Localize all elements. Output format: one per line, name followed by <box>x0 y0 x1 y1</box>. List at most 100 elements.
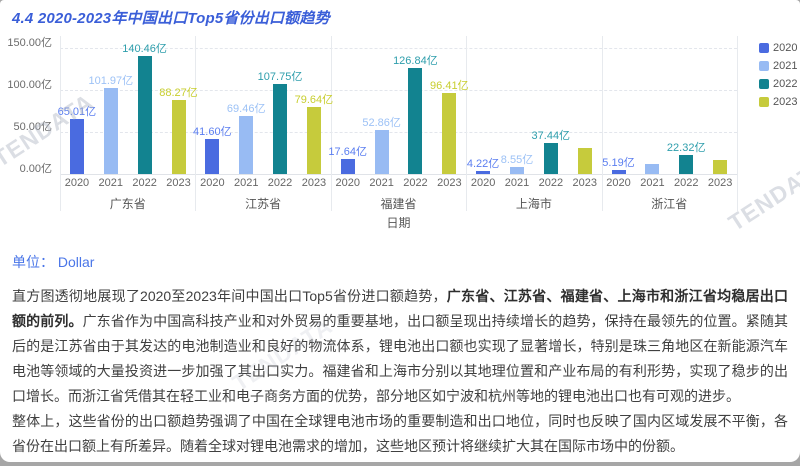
bar-value-label: 96.41亿 <box>430 80 469 92</box>
bar-上海市-2023[interactable] <box>577 148 592 174</box>
bar-value-label: 5.19亿 <box>602 156 635 169</box>
bar-value-label: 8.55亿 <box>500 153 534 166</box>
year-tick-label: 2021 <box>234 177 259 189</box>
group-separator <box>601 36 603 211</box>
bar-value-label: 140.46亿 <box>122 43 167 55</box>
year-tick-label: 2023 <box>166 177 191 189</box>
legend-swatch-icon <box>759 97 769 107</box>
year-tick-label: 2021 <box>369 177 394 189</box>
bar-上海市-2022[interactable] <box>543 142 558 174</box>
y-axis-tick-label: 150.00亿 <box>7 37 52 49</box>
category-label-浙江省: 浙江省 <box>651 197 688 211</box>
category-label-广东省: 广东省 <box>109 197 146 211</box>
year-tick-label: 2023 <box>437 177 462 189</box>
bar-广东省-2023[interactable] <box>171 99 186 174</box>
year-tick-label: 2023 <box>301 177 327 189</box>
category-label-上海市: 上海市 <box>515 197 552 211</box>
year-tick-label: 2020 <box>64 177 90 189</box>
bar-value-label: 126.84亿 <box>393 54 438 67</box>
legend-label: 2023 <box>773 96 798 108</box>
legend-item-2020[interactable]: 2020 <box>759 42 797 54</box>
bar-value-label: 69.46亿 <box>226 102 266 115</box>
year-tick-label: 2022 <box>538 177 564 189</box>
paragraph-2: 整体上，这些省份的出口额趋势强调了中国在全球锂电池市场的重要制造和出口地位，同时… <box>12 409 788 459</box>
bar-福建省-2020[interactable] <box>340 159 355 174</box>
y-axis-tick-label: 50.00亿 <box>13 121 52 133</box>
bar-value-label: 37.44亿 <box>531 129 571 142</box>
paragraph-1: 直方图透彻地展现了2020至2023年间中国出口Top5省份进口额趋势，广东省、… <box>12 284 788 409</box>
year-tick-label: 2020 <box>335 177 360 189</box>
legend-item-2021[interactable]: 2021 <box>759 60 797 72</box>
bar-浙江省-2022[interactable] <box>679 155 694 174</box>
y-axis-tick-label: 100.00亿 <box>7 79 52 91</box>
bar-value-label: 22.32亿 <box>666 142 706 155</box>
bar-value-label: 88.27亿 <box>159 86 198 99</box>
bar-广东省-2020[interactable] <box>69 119 84 174</box>
bar-福建省-2023[interactable] <box>442 93 457 174</box>
y-gridline <box>60 174 737 175</box>
analysis-text: 直方图透彻地展现了2020至2023年间中国出口Top5省份进口额趋势，广东省、… <box>12 284 788 459</box>
bar-上海市-2020[interactable] <box>476 170 491 174</box>
legend-swatch-icon <box>759 79 769 89</box>
year-tick-label: 2022 <box>267 177 293 189</box>
y-gridline <box>60 48 737 49</box>
paragraph-2-text: 整体上，这些省份的出口额趋势强调了中国在全球锂电池市场的重要制造和出口地位，同时… <box>12 413 788 454</box>
bar-福建省-2022[interactable] <box>408 67 423 174</box>
bar-value-label: 65.01亿 <box>57 106 97 119</box>
year-tick-label: 2020 <box>470 177 496 189</box>
paragraph-1-bold: 广东省、江苏省、福建省、上海市和浙江省均稳居出口额的前列。 <box>12 288 788 329</box>
legend-swatch-icon <box>759 43 769 53</box>
bar-江苏省-2020[interactable] <box>205 139 220 174</box>
year-tick-label: 2020 <box>200 177 225 189</box>
legend-label: 2021 <box>773 60 798 72</box>
legend-item-2023[interactable]: 2023 <box>759 96 797 108</box>
year-tick-label: 2022 <box>674 177 699 189</box>
group-separator <box>330 36 332 211</box>
legend-item-2022[interactable]: 2022 <box>759 78 797 90</box>
bar-value-label: 101.97亿 <box>88 75 134 88</box>
y-gridline <box>60 90 737 91</box>
group-separator <box>195 36 197 211</box>
bar-value-label: 52.86亿 <box>362 116 401 129</box>
legend-label: 2022 <box>773 78 798 90</box>
bar-福建省-2021[interactable] <box>374 129 389 174</box>
bar-value-label: 17.64亿 <box>328 146 367 159</box>
legend-label: 2020 <box>773 42 798 54</box>
bar-value-label: 4.22亿 <box>466 157 500 170</box>
export-trend-bar-chart: 日期 2020 2021 2022 2023 150.00亿 100.00亿 50.00亿… <box>0 30 800 236</box>
group-separator <box>466 36 468 211</box>
bar-江苏省-2021[interactable] <box>239 115 254 174</box>
group-separator <box>60 36 61 211</box>
year-tick-label: 2021 <box>640 177 665 189</box>
page-title: 4.4 2020-2023年中国出口Top5省份出口额趋势 <box>12 10 330 27</box>
y-gridline <box>60 132 737 133</box>
y-axis-tick-label: 0.00亿 <box>19 163 52 175</box>
bar-上海市-2021[interactable] <box>510 166 524 174</box>
paragraph-1-intro: 直方图透彻地展现了2020至2023年间中国出口Top5省份进口额趋势， <box>12 288 447 304</box>
year-tick-label: 2021 <box>98 177 123 189</box>
bar-广东省-2022[interactable] <box>137 56 152 174</box>
year-tick-label: 2021 <box>504 177 530 189</box>
bar-广东省-2021[interactable] <box>103 88 118 174</box>
year-tick-label: 2023 <box>572 177 597 189</box>
bar-浙江省-2021[interactable] <box>645 163 660 174</box>
year-tick-label: 2020 <box>606 177 631 189</box>
category-label-福建省: 福建省 <box>380 197 417 211</box>
bar-浙江省-2020[interactable] <box>611 169 626 174</box>
bar-江苏省-2022[interactable] <box>273 83 287 174</box>
bar-value-label: 41.60亿 <box>193 126 232 139</box>
bar-value-label: 79.64亿 <box>294 94 334 107</box>
bar-江苏省-2023[interactable] <box>306 107 321 174</box>
chart-legend: 2020 2021 2022 2023 <box>759 42 797 108</box>
bar-浙江省-2023[interactable] <box>713 159 728 174</box>
category-label-江苏省: 江苏省 <box>245 197 282 211</box>
year-tick-label: 2022 <box>132 177 157 189</box>
year-tick-label: 2022 <box>403 177 428 189</box>
unit-label: 单位： Dollar <box>12 254 95 270</box>
x-axis-title: 日期 <box>386 216 411 230</box>
bar-value-label: 107.75亿 <box>257 70 303 83</box>
legend-swatch-icon <box>759 61 769 71</box>
paragraph-1-body: 广东省作为中国高科技产业和对外贸易的重要基地，出口额呈现出持续增长的趋势，保持在… <box>12 313 789 404</box>
year-tick-label: 2023 <box>707 177 733 189</box>
